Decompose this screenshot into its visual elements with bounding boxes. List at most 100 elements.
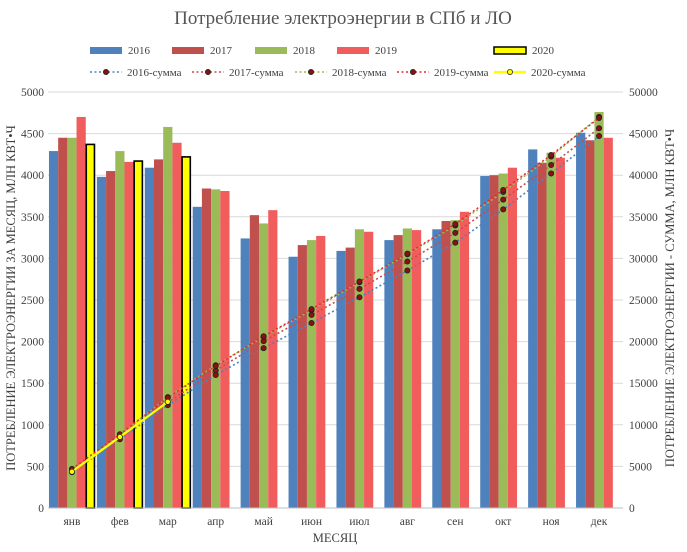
x-tick-label: июн <box>301 516 322 528</box>
bar-2016-май <box>240 238 250 508</box>
marker-2019-сумма-апр <box>212 363 219 370</box>
x-tick-label: сен <box>447 516 464 528</box>
marker-2020-сумма-мар <box>164 398 171 405</box>
bar-2018-ноя <box>546 152 556 508</box>
bar-2017-июн <box>297 245 307 508</box>
y2-tick-label: 30000 <box>629 253 658 265</box>
bar-2016-фев <box>96 176 107 508</box>
bar-2018-дек <box>594 111 604 508</box>
y-tick-label: 3500 <box>21 212 44 224</box>
bars-layer <box>48 111 613 509</box>
legend-label-2019-сумма: 2019-сумма <box>434 67 489 79</box>
y2-tick-label: 25000 <box>629 295 658 307</box>
bar-2017-сен <box>441 220 451 508</box>
legend: 2016 2017 2018 2019 2020 2016-сумма 2017-сумма… <box>90 45 586 79</box>
legend-label-2018-сумма: 2018-сумма <box>332 67 387 79</box>
bar-2020-фев <box>133 160 144 509</box>
bar-2017-июл <box>345 247 355 509</box>
legend-marker-2018-сумма <box>307 69 314 76</box>
y2-tick-label: 0 <box>629 503 635 515</box>
legend-label-2018: 2018 <box>293 45 316 57</box>
y-tick-label: 500 <box>27 461 45 473</box>
marker-2017-сумма-сен <box>452 229 459 236</box>
x-tick-label: авг <box>400 516 416 528</box>
y2-tick-label: 45000 <box>629 129 658 141</box>
marker-2019-сумма-окт <box>500 187 507 194</box>
bar-2018-июн <box>306 240 317 508</box>
bar-2016-авг <box>384 240 394 508</box>
y2-tick-label: 5000 <box>629 461 652 473</box>
bar-2016-июн <box>288 256 298 508</box>
x-tick-label: май <box>254 516 272 528</box>
bar-2018-мар <box>163 126 173 508</box>
bar-2019-авг <box>411 230 422 508</box>
marker-2016-сумма-июн <box>308 319 315 326</box>
marker-2019-сумма-ноя <box>548 151 555 158</box>
legend-label-2019: 2019 <box>375 45 398 57</box>
bar-2019-сен <box>459 211 470 509</box>
bar-2018-июл <box>354 229 365 508</box>
marker-2020-сумма-фев <box>116 433 123 440</box>
y2-tick-label: 35000 <box>629 212 658 224</box>
bar-2018-авг <box>402 228 412 508</box>
y-tick-label: 5000 <box>21 87 44 99</box>
legend-swatch-2016 <box>90 47 122 54</box>
bar-2019-мар <box>172 142 182 508</box>
bar-2017-дек <box>585 140 595 509</box>
bar-2019-июл <box>364 231 374 508</box>
legend-marker-2020-сумма <box>506 69 513 76</box>
y-tick-label: 4500 <box>21 129 44 141</box>
bar-2016-окт <box>480 176 490 509</box>
legend-swatch-2019 <box>337 47 369 54</box>
marker-2016-сумма-окт <box>500 206 507 213</box>
y-tick-label: 1500 <box>21 378 44 390</box>
bar-2019-окт <box>507 167 518 508</box>
bar-2019-дек <box>603 137 613 508</box>
bar-2018-янв <box>67 137 77 508</box>
bar-2018-окт <box>498 173 508 508</box>
bar-2017-мар <box>153 159 164 508</box>
bar-2016-апр <box>192 206 202 509</box>
x-tick-label: мар <box>159 516 177 528</box>
bar-2019-ноя <box>555 157 565 508</box>
bar-2016-мар <box>144 167 154 508</box>
y2-tick-label: 10000 <box>629 420 658 432</box>
bar-2016-ноя <box>528 149 538 508</box>
legend-label-2017-сумма: 2017-сумма <box>229 67 284 79</box>
line-2019-сумма <box>71 117 600 470</box>
legend-marker-2019-сумма <box>409 69 416 76</box>
legend-marker-2017-сумма <box>204 69 211 76</box>
bar-2016-июл <box>336 250 346 509</box>
marker-2016-сумма-авг <box>404 267 411 274</box>
marker-2019-сумма-авг <box>404 250 411 257</box>
bar-2017-окт <box>489 175 499 508</box>
marker-2017-сумма-июн <box>308 311 315 318</box>
legend-swatch-2017 <box>172 47 204 54</box>
chart-title: Потребление электроэнергии в СПб и ЛО <box>174 8 512 29</box>
marker-2017-сумма-дек <box>596 125 603 132</box>
bar-2019-апр <box>220 191 230 508</box>
marker-2019-сумма-июл <box>356 278 363 285</box>
bar-2018-май <box>259 223 269 508</box>
y-axis-title: ПОТРЕБЛЕНИЕ ЭЛЕКТРОЭНЕРГИИ ЗА МЕСЯЦ, МЛН… <box>4 125 18 471</box>
bar-2018-сен <box>450 220 460 509</box>
y2-tick-label: 40000 <box>629 170 658 182</box>
x-axis-title: МЕСЯЦ <box>313 531 357 545</box>
cumulative-lines-layer <box>68 113 603 476</box>
y2-tick-label: 15000 <box>629 378 658 390</box>
x-tick-label: окт <box>495 516 511 528</box>
bar-2017-ноя <box>537 162 547 508</box>
x-tick-label: июл <box>349 516 369 528</box>
x-tick-label: ноя <box>543 516 561 528</box>
y-tick-label: 0 <box>38 503 44 515</box>
legend-label-2020: 2020 <box>532 45 555 57</box>
bar-2020-янв <box>85 143 96 509</box>
y2-tick-label: 50000 <box>629 87 658 99</box>
legend-label-2020-сумма: 2020-сумма <box>531 67 586 79</box>
legend-label-2017: 2017 <box>210 45 233 57</box>
y-tick-label: 4000 <box>21 170 44 182</box>
x-tick-label: дек <box>591 516 608 528</box>
y-tick-label: 3000 <box>21 253 44 265</box>
x-tick-label: фев <box>111 516 130 528</box>
y-tick-label: 2500 <box>21 295 44 307</box>
